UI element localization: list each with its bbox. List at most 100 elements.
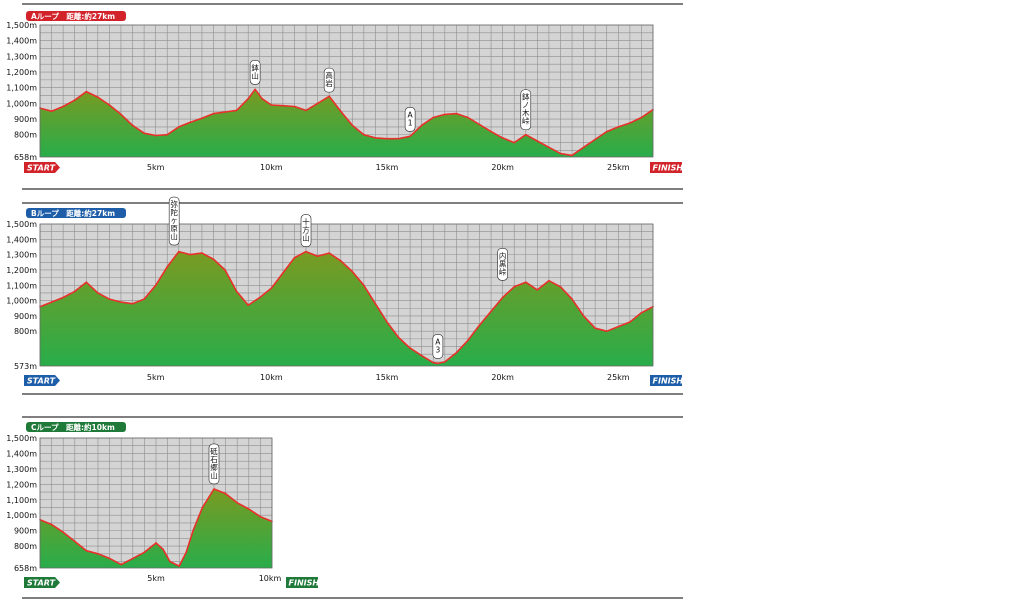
y-tick-label: 1,100m (6, 281, 37, 290)
elevation-point (339, 260, 342, 262)
elevation-point (339, 110, 342, 112)
elevation-point (444, 113, 446, 116)
elevation-point (513, 141, 515, 144)
elevation-point (50, 523, 53, 526)
y-tick-label: 1,500m (6, 434, 37, 443)
elevation-point (73, 290, 76, 293)
elevation-point (247, 97, 249, 100)
elevation-point (120, 113, 122, 116)
elevation-point (224, 269, 226, 271)
elevation-point (409, 347, 411, 349)
annotation-label: 十方山 (302, 217, 310, 243)
elevation-point (629, 321, 631, 323)
elevation-point (640, 116, 643, 119)
y-tick-label: 1,500m (6, 21, 37, 30)
finish-badge: FINISH (286, 577, 319, 588)
elevation-area (40, 489, 272, 568)
y-tick-label: 1,300m (6, 251, 37, 260)
elevation-point (282, 104, 284, 107)
elevation-point (467, 116, 469, 119)
elevation-point (455, 351, 458, 354)
peak-annotation: 鉢ノ木峠 (520, 89, 532, 131)
annotation-bracket (520, 89, 532, 131)
elevation-point (143, 551, 146, 554)
y-tick-label: 1,200m (6, 480, 37, 489)
elevation-point (166, 133, 168, 136)
x-tick-label: 10km (260, 163, 283, 172)
elevation-point (192, 529, 194, 532)
elevation-point (478, 324, 481, 326)
x-tick-label: 5km (147, 373, 165, 382)
elevation-point (143, 298, 145, 300)
elevation-point (270, 287, 273, 290)
elevation-point (409, 135, 411, 138)
elevation-point (582, 315, 585, 317)
elevation-point (437, 362, 439, 365)
peak-annotation: 十方山 (300, 214, 312, 247)
start-arrow (24, 577, 60, 588)
elevation-point (305, 250, 307, 253)
elevation-point (316, 255, 319, 257)
elevation-point (293, 105, 296, 108)
elevation-point (259, 515, 262, 518)
elevation-point (169, 560, 171, 563)
start-badge: START (24, 577, 60, 588)
elevation-point (363, 133, 365, 136)
elevation-point (248, 508, 250, 510)
start-badge: START (24, 375, 60, 386)
y-tick-label: 800m (14, 542, 37, 551)
annotation-bracket (497, 247, 508, 281)
elevation-point (261, 97, 263, 100)
elevation-point (629, 122, 631, 124)
elevation-point (617, 126, 620, 128)
elevation-point (97, 292, 99, 294)
x-tick-label: 25km (607, 373, 630, 382)
y-tick-label: 658m (14, 153, 37, 162)
loop-b-panel: Bループ 距離:約27km 1,500m 1,400m 1,300m 1,200m 1,1… (6, 196, 683, 395)
start-label: START (27, 164, 56, 173)
annotation-bracket (249, 59, 261, 85)
elevation-point (97, 96, 99, 98)
x-tick-label: 5km (147, 163, 165, 172)
finish-label: FINISH (289, 579, 320, 588)
elevation-point (571, 154, 573, 157)
elevation-point (213, 488, 215, 490)
y-tick-label: 658m (14, 564, 37, 573)
elevation-point (363, 284, 365, 287)
elevation-point (605, 130, 608, 133)
x-tick-label: 20km (491, 163, 514, 172)
y-tick-label: 900m (14, 527, 37, 536)
elevation-point (97, 553, 99, 555)
elevation-point (328, 95, 331, 98)
y-tick-label: 1,500m (6, 220, 37, 229)
elevation-point (293, 256, 296, 259)
elevation-point (478, 123, 481, 126)
elevation-point (85, 549, 88, 552)
elevation-area (40, 89, 653, 157)
annotation-bracket (300, 214, 312, 247)
annotation-bracket (208, 443, 220, 485)
title-tag-background (26, 422, 126, 432)
annotation-label: 内黒峠 (499, 250, 507, 276)
finish-box (650, 375, 682, 386)
elevation-point (154, 134, 157, 137)
elevation-point (559, 152, 562, 155)
elevation-point (224, 111, 226, 113)
loop-c-panel: Cループ 距離:約10km 1,500m 1,400m 1,300m 1,200m 1,1… (6, 416, 683, 599)
elevation-point (582, 146, 585, 149)
elevation-point (85, 90, 88, 93)
elevation-point (74, 540, 76, 543)
elevation-point (444, 361, 446, 363)
elevation-point (525, 281, 527, 284)
x-tick-label: 5km (147, 574, 165, 583)
elevation-point (640, 312, 643, 314)
elevation-point (178, 565, 180, 567)
y-tick-label: 1,400m (6, 235, 37, 244)
elevation-point (351, 124, 354, 127)
y-tick-label: 1,200m (6, 68, 37, 77)
x-tick-label: 15km (376, 163, 399, 172)
